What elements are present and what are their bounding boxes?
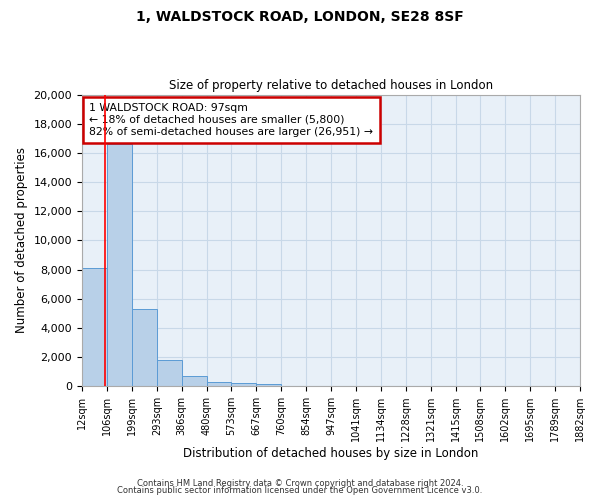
Title: Size of property relative to detached houses in London: Size of property relative to detached ho…: [169, 79, 493, 92]
Bar: [232, 384, 256, 386]
Text: 1 WALDSTOCK ROAD: 97sqm
← 18% of detached houses are smaller (5,800)
82% of semi: 1 WALDSTOCK ROAD: 97sqm ← 18% of detache…: [89, 104, 373, 136]
Text: Contains HM Land Registry data © Crown copyright and database right 2024.: Contains HM Land Registry data © Crown c…: [137, 478, 463, 488]
Text: Contains public sector information licensed under the Open Government Licence v3: Contains public sector information licen…: [118, 486, 482, 495]
Bar: [157, 360, 182, 386]
Bar: [256, 384, 281, 386]
Y-axis label: Number of detached properties: Number of detached properties: [15, 148, 28, 334]
Bar: [206, 382, 232, 386]
Text: 1, WALDSTOCK ROAD, LONDON, SE28 8SF: 1, WALDSTOCK ROAD, LONDON, SE28 8SF: [136, 10, 464, 24]
X-axis label: Distribution of detached houses by size in London: Distribution of detached houses by size …: [183, 447, 479, 460]
Bar: [107, 144, 132, 386]
Bar: [132, 309, 157, 386]
Bar: [182, 376, 206, 386]
Bar: [82, 268, 107, 386]
